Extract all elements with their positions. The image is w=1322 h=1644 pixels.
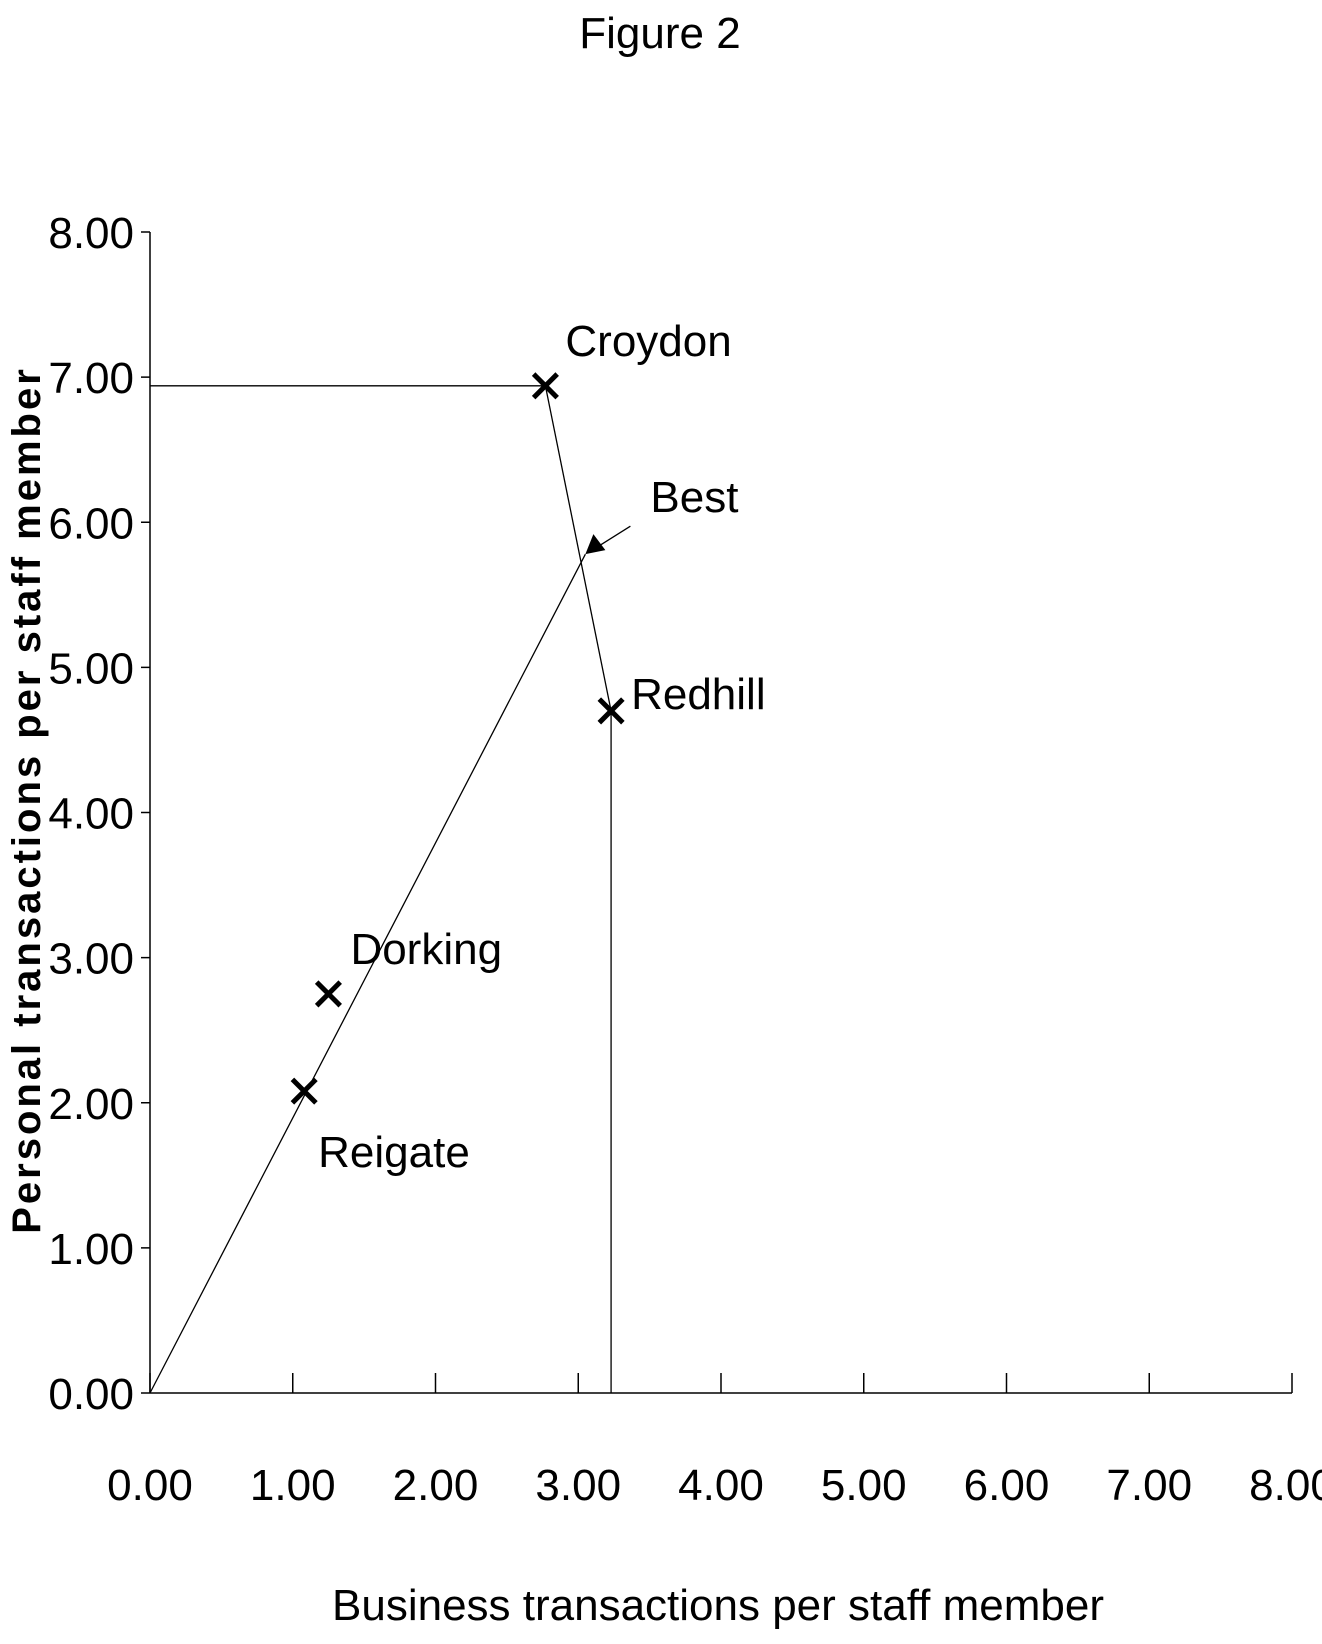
y-tick-label: 6.00 xyxy=(48,499,134,548)
x-marker xyxy=(290,1077,318,1105)
arrow-head-icon xyxy=(585,534,606,555)
y-tick-label: 0.00 xyxy=(48,1370,134,1419)
data-point: Reigate xyxy=(290,1077,470,1177)
point-label: Reigate xyxy=(318,1128,470,1177)
y-tick-label: 1.00 xyxy=(48,1225,134,1274)
x-axis-ticks: 0.00 1.00 2.00 3.00 4.00 5.00 6.00 7.00 8.00 xyxy=(107,1373,1322,1510)
reference-lines xyxy=(149,385,612,1394)
annotation-arrow-line xyxy=(595,525,631,549)
y-tick-label: 7.00 xyxy=(48,354,134,403)
x-tick-label: 6.00 xyxy=(964,1461,1050,1510)
y-axis-ticks: 0.00 1.00 2.00 3.00 4.00 5.00 6.00 7.00 8.00 xyxy=(48,209,150,1419)
x-tick-label: 2.00 xyxy=(393,1461,479,1510)
y-tick-label: 8.00 xyxy=(48,209,134,258)
axes xyxy=(149,232,1292,1394)
point-label: Dorking xyxy=(350,925,502,974)
x-tick-label: 1.00 xyxy=(250,1461,336,1510)
data-points: Croydon Redhill Dorking Reigate xyxy=(290,317,766,1177)
data-point: Redhill xyxy=(597,670,766,725)
annotations: Best xyxy=(585,473,738,555)
reference-line xyxy=(149,553,586,1394)
y-tick-label: 4.00 xyxy=(48,790,134,839)
x-axis-title: Business transactions per staff member xyxy=(332,1581,1104,1630)
y-tick-label: 3.00 xyxy=(48,935,134,984)
x-tick-label: 3.00 xyxy=(535,1461,621,1510)
data-point: Dorking xyxy=(314,925,502,1008)
chart-title: Figure 2 xyxy=(579,9,740,58)
point-label: Redhill xyxy=(631,670,766,719)
reference-line xyxy=(544,385,612,712)
x-tick-label: 5.00 xyxy=(821,1461,907,1510)
x-tick-label: 7.00 xyxy=(1106,1461,1192,1510)
data-point: Croydon xyxy=(531,317,732,400)
x-tick-label: 4.00 xyxy=(678,1461,764,1510)
annotation-label: Best xyxy=(650,473,738,522)
x-tick-label: 0.00 xyxy=(107,1461,193,1510)
point-label: Croydon xyxy=(565,317,731,366)
y-axis-title: Personal transactions per staff member xyxy=(5,366,49,1234)
y-tick-label: 2.00 xyxy=(48,1080,134,1129)
x-marker xyxy=(314,980,342,1008)
y-tick-label: 5.00 xyxy=(48,644,134,693)
x-tick-label: 8.00 xyxy=(1249,1461,1322,1510)
annotation: Best xyxy=(585,473,738,555)
x-marker xyxy=(597,697,625,725)
x-marker xyxy=(531,372,559,400)
